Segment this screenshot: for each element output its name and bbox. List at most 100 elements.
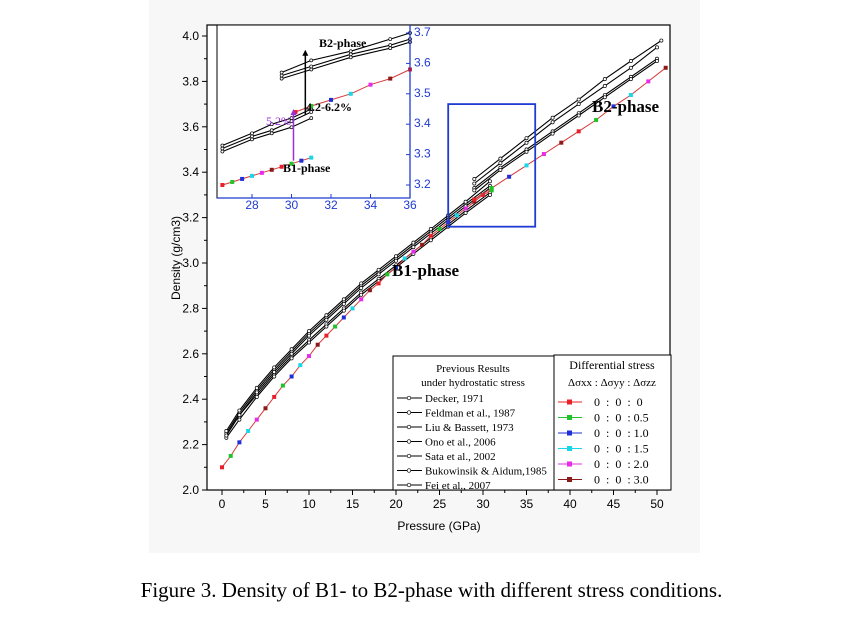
inset-hydro-point [348,52,353,57]
stress-b1-point [280,383,285,388]
legend-hydro-marker [406,482,412,488]
inset-y-tick-label: 3.4 [414,116,431,130]
hydro-b1-point [237,413,242,418]
x-tick-label: 0 [219,497,226,511]
legend-hydro-marker [406,395,412,401]
inset-stress-b1-point [289,161,294,166]
stress-b1-point [324,333,329,338]
hydro-b1-point [488,179,492,184]
y-tick-label: 3.8 [182,74,199,88]
stress-b1-point [463,206,468,211]
x-tick-label: 30 [476,497,490,511]
hydro-b2-point [524,149,529,154]
black-arrow-head [302,49,309,56]
legend-stress-marker [567,399,572,405]
legend-differential-stress: Differential stress Δσxx : Δσyy : Δσzz 0 :… [553,354,672,491]
x-axis-label: Pressure (GPa) [397,519,480,533]
hydro-b2-point [655,45,659,50]
legend-hydro-title: Previous Results [436,363,510,375]
hydro-b2-point [498,167,503,172]
hydro-b1-point [341,308,346,313]
hydro-b1-point [428,238,433,243]
zoom-box [447,103,537,228]
x-tick-label: 25 [433,497,447,511]
legend-stress-entry: 0 : 0 : 0.5 [594,411,649,425]
inset-stress-b2-point [368,82,373,87]
stress-b2-point [541,152,546,157]
hydro-b1-point [224,433,229,438]
hydro-b1-point [376,267,381,272]
inset-hydro-point [269,122,274,127]
legend-stress-marker [567,415,572,420]
hydro-b2-point [524,140,529,145]
hydro-b2-point [602,83,607,88]
legend-stress-marker [567,430,572,436]
hydro-b2-point [576,97,581,102]
legend-hydro-marker [406,424,412,430]
legend-hydro-entry: Fei et al., 2007 [425,480,491,492]
hydro-b2-point [628,65,633,70]
stress-b2-point [628,93,633,98]
legend-stress-marker [567,477,572,482]
stress-b1-point [367,288,372,293]
hydrostatic-b2-line-3 [473,40,662,180]
x-tick-label: 50 [650,497,664,511]
hydro-b1-point [394,254,398,259]
inset-hydro-point [388,37,393,41]
hydro-b1-point [254,385,259,390]
stress-b1-point [254,417,259,422]
hydro-b1-point [463,199,468,204]
inset-stress-b1-point [230,179,235,184]
x-tick-label: 15 [346,497,360,511]
hydro-b1-point [237,417,242,422]
hydro-b2-point [550,131,555,136]
stress-b1-point [411,249,416,254]
hydro-b2-point [628,59,633,63]
y-tick-label: 2.8 [182,301,199,315]
inset-x-tick-label: 34 [364,198,378,212]
stress-b1-point [341,315,346,320]
y-tick-label: 4.0 [182,29,199,43]
stress-b2-point [472,197,477,202]
x-tick-label: 40 [563,497,577,511]
hydro-b1-point [289,347,294,352]
inset-hydro-point [348,55,353,60]
hydro-b2-point [550,115,555,120]
inset-stress-b2-point [293,110,298,115]
inset-hydro-point [309,116,314,120]
stress-b1-point [289,374,294,379]
hydrostatic-b2-line-1 [473,60,658,191]
hydrostatic-b1-line-2 [225,185,491,434]
x-tick-label: 5 [262,497,269,511]
legend-stress-marker [567,461,572,467]
hydro-b1-point [254,394,259,399]
stress-b1-point [481,192,485,197]
legend-stress-subtitle: Δσxx : Δσyy : Δσzz [568,377,656,389]
hydro-b1-point [359,281,364,286]
stress-b2-point [489,186,494,191]
stress-b1-point [385,272,390,277]
inset-hydro-point [269,128,274,133]
hydro-b1-point [341,297,346,302]
y-tick-label: 2.4 [182,392,199,406]
legend-hydro-entry: Liu & Bassett, 1973 [425,422,514,434]
inset-hydro-point [250,131,254,136]
hydro-b1-point [254,390,259,395]
hydro-b2-point [659,38,664,43]
inset-y-tick-label: 3.5 [414,86,431,100]
hydro-b1-point [289,356,294,361]
inset-hydro-point [309,58,314,63]
inset-hydro-point [250,137,254,142]
hydro-b1-point [359,292,364,297]
x-tick-label: 35 [520,497,534,511]
stress-b2-line [474,67,667,200]
inset-stress-b1-point [220,183,225,187]
hydro-b1-point [341,301,346,306]
x-tick-label: 20 [389,497,403,511]
inset-y-tick-label: 3.6 [414,55,431,69]
hydro-b2-point [472,188,477,193]
stress-b2-point [576,129,581,134]
inset-x-tick-label: 36 [403,198,417,212]
stress-b1-point [428,233,433,238]
